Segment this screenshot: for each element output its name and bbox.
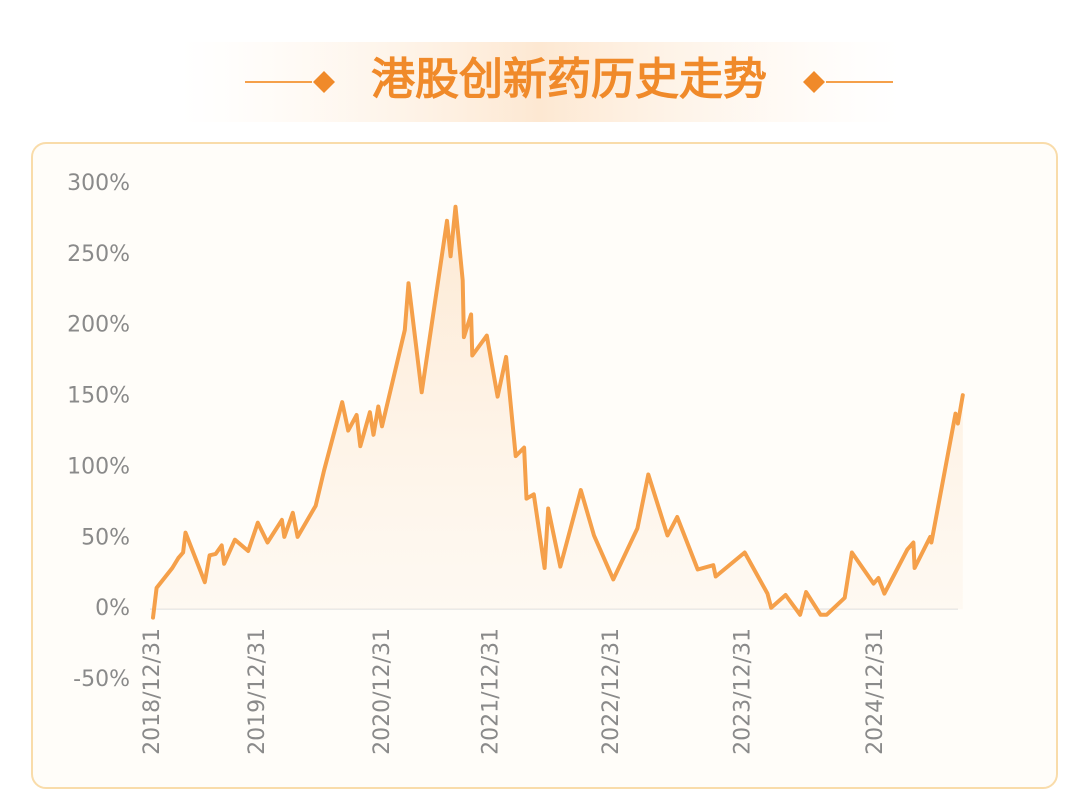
x-tick-label: 2021/12/31 bbox=[479, 628, 504, 755]
x-tick-label: 2023/12/31 bbox=[730, 628, 755, 755]
x-tick-label: 2022/12/31 bbox=[599, 628, 624, 755]
x-tick-label: 2020/12/31 bbox=[370, 628, 395, 755]
title-diamond bbox=[313, 71, 335, 93]
y-tick-label: 150% bbox=[67, 384, 130, 409]
y-tick-label: 100% bbox=[67, 454, 130, 479]
y-tick-label: -50% bbox=[73, 667, 130, 692]
line bbox=[151, 204, 965, 620]
x-tick-label: 2019/12/31 bbox=[245, 628, 270, 755]
chart-title: 港股创新药历史走势 bbox=[371, 54, 767, 105]
x-tick-label: 2024/12/31 bbox=[863, 628, 888, 755]
y-tick-label: 50% bbox=[81, 525, 130, 550]
y-tick-label: 0% bbox=[95, 596, 130, 621]
x-tick-label: 2018/12/31 bbox=[140, 628, 165, 755]
card bbox=[31, 142, 1058, 789]
y-tick-label: 200% bbox=[67, 313, 130, 338]
y-tick-label: 250% bbox=[67, 242, 130, 267]
title-diamond bbox=[803, 71, 825, 93]
area bbox=[153, 206, 963, 618]
y-tick-label: 300% bbox=[67, 171, 130, 196]
